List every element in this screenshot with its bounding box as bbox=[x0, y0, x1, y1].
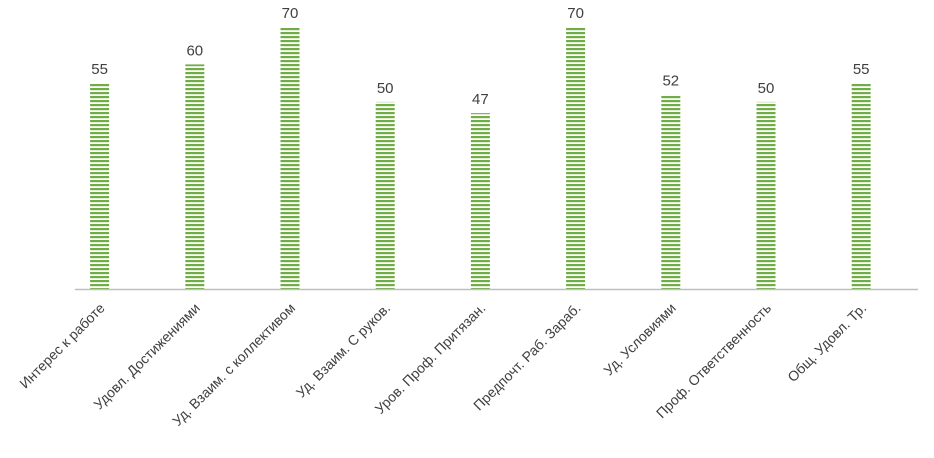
x-tick-label-2: Удовл. Достижениями bbox=[90, 300, 203, 413]
data-label-7: 52 bbox=[662, 72, 679, 89]
value-labels-group: 55 60 70 50 47 70 52 50 55 bbox=[91, 5, 869, 108]
bar-5 bbox=[470, 113, 490, 289]
x-tick-label-7: Уд. Условиями bbox=[600, 300, 679, 379]
x-tick-label-4: Уд. Взаим. С рукoв. bbox=[293, 300, 394, 401]
bar-2 bbox=[185, 64, 205, 290]
data-label-5: 47 bbox=[472, 91, 489, 108]
data-label-6: 70 bbox=[567, 5, 584, 22]
data-label-1: 55 bbox=[91, 61, 108, 78]
data-label-9: 55 bbox=[853, 61, 870, 78]
bar-1 bbox=[90, 83, 110, 289]
bars-group bbox=[90, 27, 871, 290]
bar-4 bbox=[375, 101, 395, 290]
data-label-3: 70 bbox=[282, 5, 299, 22]
x-tick-label-9: Общ. Удовл. Тр. bbox=[784, 300, 869, 385]
x-tick-label-1: Интерес к работе bbox=[16, 300, 108, 392]
data-label-4: 50 bbox=[377, 80, 394, 97]
bar-9 bbox=[851, 83, 871, 289]
bar-8 bbox=[756, 101, 776, 290]
x-tick-label-6: Предпочт. Раб. Зараб. bbox=[470, 300, 584, 414]
data-label-2: 60 bbox=[186, 42, 203, 59]
x-tick-label-5: Уров. Проф. Притязан. bbox=[372, 300, 489, 417]
data-label-8: 50 bbox=[758, 80, 775, 97]
bar-7 bbox=[661, 94, 681, 290]
bar-3 bbox=[280, 27, 300, 289]
bar-6 bbox=[566, 27, 586, 289]
